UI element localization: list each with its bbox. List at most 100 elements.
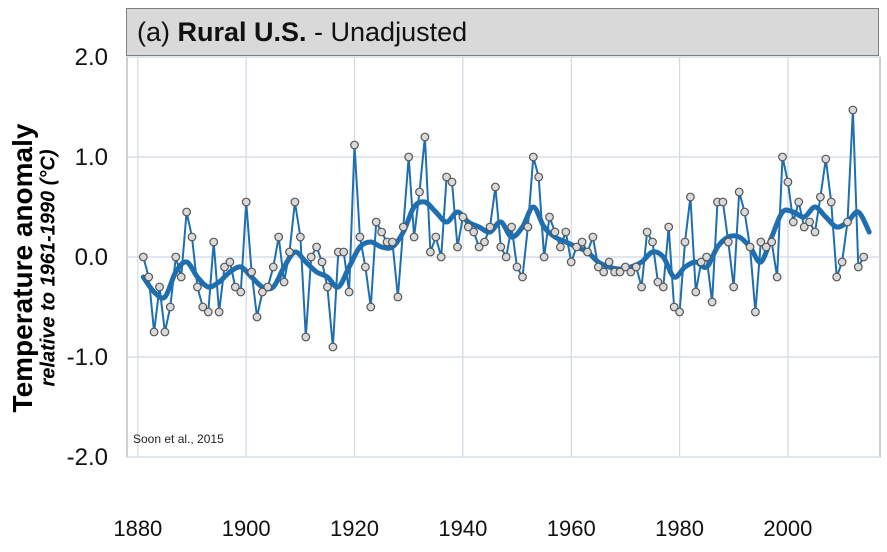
annual-data-point: [306, 252, 316, 262]
annual-data-point: [393, 292, 403, 302]
y-tick-label: 2.0: [75, 44, 108, 71]
annual-data-point: [566, 257, 576, 267]
annual-data-point: [355, 232, 365, 242]
annual-data-point: [572, 242, 581, 252]
annual-data-point: [312, 242, 322, 252]
annual-data-point: [361, 262, 370, 272]
annual-data-point: [810, 227, 820, 237]
annual-data-point: [436, 252, 446, 262]
y-tick-label: 1.0: [75, 144, 108, 171]
annual-data-point: [268, 262, 278, 272]
annual-data-point: [702, 252, 711, 262]
annual-data-point: [409, 232, 419, 242]
annual-data-point: [296, 232, 305, 242]
annual-data-point: [816, 192, 825, 202]
annual-data-point: [550, 227, 560, 237]
annual-data-point: [723, 237, 733, 247]
annual-data-point: [301, 332, 311, 342]
annual-data-point: [740, 207, 749, 217]
annual-data-point: [604, 257, 614, 267]
x-tick-label: 1940: [438, 516, 487, 541]
annual-data-point: [247, 267, 257, 277]
annual-data-point: [285, 247, 294, 257]
annual-data-point: [182, 207, 192, 217]
annual-data-point: [496, 242, 506, 252]
annual-data-point: [176, 272, 186, 282]
annual-data-point: [783, 177, 793, 187]
annual-data-point: [192, 282, 202, 292]
annual-data-point: [290, 197, 300, 207]
annual-data-point: [404, 152, 414, 162]
annual-data-point: [458, 212, 468, 222]
annual-data-point: [274, 232, 284, 242]
annual-data-point: [523, 222, 533, 232]
annual-data-point: [826, 197, 836, 207]
annual-data-point: [263, 282, 273, 292]
y-tick-label: -1.0: [67, 344, 108, 371]
annual-data-point: [350, 140, 359, 150]
annual-data-point: [225, 257, 235, 267]
annual-data-point: [615, 267, 625, 277]
annual-data-point: [561, 227, 571, 237]
annual-data-point: [745, 242, 755, 252]
annual-data-point: [323, 282, 332, 292]
annual-data-point: [463, 222, 473, 232]
annual-data-point: [707, 297, 717, 307]
chart-title: (a) Rural U.S. - Unadjusted: [137, 17, 467, 48]
annual-data-point: [230, 282, 240, 292]
annual-data-point: [339, 247, 349, 257]
annual-data-point: [377, 227, 387, 237]
annual-data-point: [691, 287, 701, 297]
annual-data-point: [431, 232, 441, 242]
chart-title-suffix: - Unadjusted: [306, 17, 468, 47]
x-tick-label: 2000: [763, 516, 812, 541]
annual-data-point: [528, 152, 538, 162]
annual-data-point: [669, 302, 679, 312]
annual-data-point: [252, 312, 262, 322]
annual-data-point: [420, 132, 430, 142]
annual-data-point: [258, 287, 267, 297]
annual-data-point: [415, 187, 424, 197]
annual-data-point: [138, 252, 148, 262]
annual-data-point: [539, 252, 549, 262]
chart-title-bold: Rural U.S.: [177, 17, 307, 47]
annual-data-point: [593, 262, 603, 272]
annual-data-point: [751, 307, 760, 317]
annual-data-point: [187, 232, 197, 242]
annual-data-point: [426, 247, 435, 257]
annual-data-point: [577, 237, 587, 247]
annual-data-point: [442, 172, 452, 182]
annual-data-point: [328, 342, 338, 352]
annual-data-point: [241, 197, 251, 207]
annual-data-point: [366, 302, 376, 312]
annual-data-point: [171, 252, 181, 262]
annual-data-point: [344, 287, 354, 297]
annual-data-point: [832, 272, 842, 282]
annual-data-point: [696, 257, 706, 267]
x-tick-label: 1900: [222, 516, 271, 541]
y-tick-label: -2.0: [67, 444, 108, 471]
annual-data-point: [853, 262, 863, 272]
annual-data-point: [767, 237, 777, 247]
annual-data-point: [729, 282, 739, 292]
annual-data-point: [718, 197, 728, 207]
chart-title-box: (a) Rural U.S. - Unadjusted: [126, 8, 879, 56]
annual-data-point: [599, 267, 609, 277]
x-tick-label: 1960: [547, 516, 596, 541]
annual-data-point: [317, 257, 327, 267]
annual-data-point: [837, 257, 847, 267]
annual-data-point: [653, 277, 663, 287]
annual-data-point: [631, 262, 641, 272]
annual-data-point: [805, 217, 814, 227]
chart-title-prefix: (a): [137, 17, 178, 47]
annual-data-point: [149, 327, 159, 337]
annual-data-point: [388, 237, 397, 247]
annual-data-point: [637, 282, 646, 292]
annual-data-point: [642, 227, 652, 237]
annual-data-point: [534, 172, 544, 182]
annual-data-point: [556, 242, 565, 252]
annual-data-point: [507, 222, 517, 232]
annual-data-point: [821, 154, 831, 164]
